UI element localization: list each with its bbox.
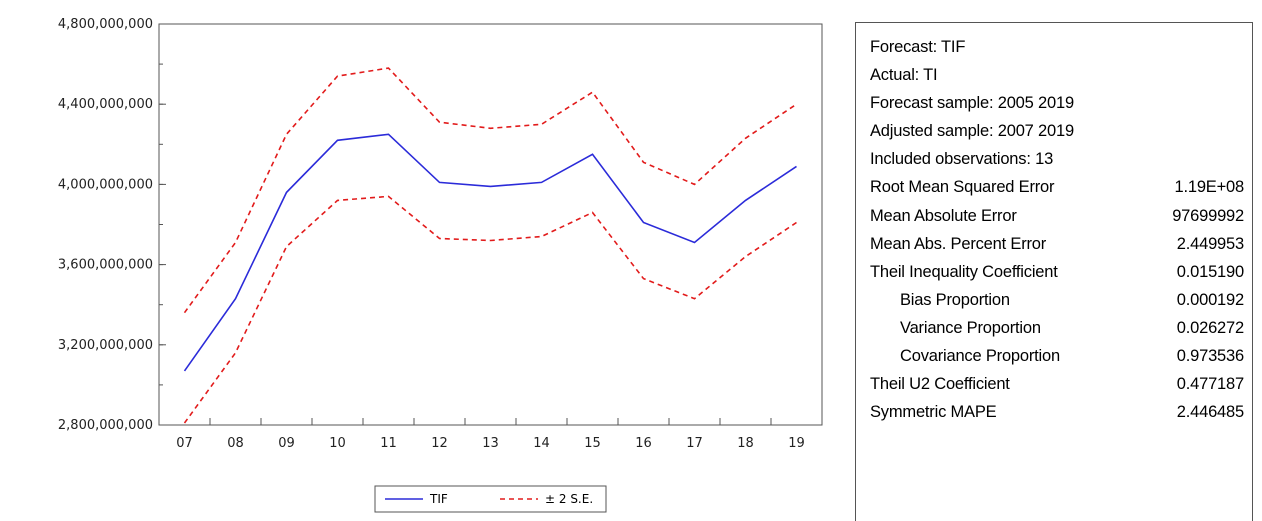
stat-row: Mean Absolute Error 97699992 xyxy=(870,202,1252,230)
x-tick-label: 18 xyxy=(737,436,754,451)
y-axis: 4,800,000,000 4,400,000,000 4,000,000,000 3… xyxy=(58,17,166,433)
stat-label: Adjusted sample: 2007 2019 xyxy=(870,122,1074,141)
plot-frame xyxy=(158,23,823,426)
x-tick-label: 12 xyxy=(431,436,448,451)
stat-label: Root Mean Squared Error xyxy=(870,178,1055,197)
stat-value: 2.446485 xyxy=(1176,403,1244,422)
forecast-statistics-panel: Forecast: TIF Actual: TI Forecast sample: … xyxy=(855,22,1253,521)
stat-value: 1.19E+08 xyxy=(1174,178,1244,197)
forecast-chart: 4,800,000,000 4,400,000,000 4,000,000,000 3… xyxy=(58,17,823,513)
stat-row: Forecast: TIF xyxy=(870,33,1252,61)
stat-value: 2.449953 xyxy=(1176,234,1244,253)
x-tick-label: 11 xyxy=(380,436,397,451)
stat-label: Mean Abs. Percent Error xyxy=(870,234,1047,253)
x-tick-label: 10 xyxy=(329,436,346,451)
stat-label: Symmetric MAPE xyxy=(870,403,997,422)
series-layer xyxy=(183,67,797,424)
stat-row: Adjusted sample: 2007 2019 xyxy=(870,117,1252,145)
stat-label: Mean Absolute Error xyxy=(870,206,1017,225)
x-tick-label: 13 xyxy=(482,436,499,451)
legend-label-1: ± 2 S.E. xyxy=(545,492,593,506)
x-tick-label: 07 xyxy=(176,436,193,451)
y-tick-label: 4,400,000,000 xyxy=(58,97,153,112)
y-tick-label: 3,600,000,000 xyxy=(58,258,153,273)
stat-label: Forecast sample: 2005 2019 xyxy=(870,94,1074,113)
stat-row: Bias Proportion 0.000192 xyxy=(870,286,1252,314)
x-tick-label: 08 xyxy=(227,436,244,451)
x-tick-label: 14 xyxy=(533,436,550,451)
series-line-1 xyxy=(183,67,797,314)
stat-label: Bias Proportion xyxy=(900,290,1010,309)
stat-label: Variance Proportion xyxy=(900,318,1041,337)
stat-value: 0.973536 xyxy=(1176,347,1244,366)
x-tick-label: 19 xyxy=(788,436,805,451)
stat-value: 0.015190 xyxy=(1176,262,1244,281)
x-tick-label: 17 xyxy=(686,436,703,451)
stat-row: Mean Abs. Percent Error 2.449953 xyxy=(870,230,1252,258)
stat-value: 0.477187 xyxy=(1176,375,1244,394)
stat-row: Covariance Proportion 0.973536 xyxy=(870,342,1252,370)
legend-label-0: TIF xyxy=(429,492,448,506)
stat-value: 0.026272 xyxy=(1176,318,1244,337)
legend: TIF ± 2 S.E. xyxy=(374,485,607,513)
stat-label: Included observations: 13 xyxy=(870,150,1054,169)
stat-value: 97699992 xyxy=(1172,206,1244,225)
series-line-2 xyxy=(183,195,797,424)
y-tick-label: 4,800,000,000 xyxy=(58,17,153,32)
stat-row: Symmetric MAPE 2.446485 xyxy=(870,398,1252,426)
stat-label: Actual: TI xyxy=(870,66,938,85)
stat-row: Actual: TI xyxy=(870,61,1252,89)
y-tick-label: 2,800,000,000 xyxy=(58,418,153,433)
stat-value: 0.000192 xyxy=(1176,290,1244,309)
x-tick-label: 09 xyxy=(278,436,295,451)
stat-row: Variance Proportion 0.026272 xyxy=(870,314,1252,342)
stat-label: Theil Inequality Coefficient xyxy=(870,262,1058,281)
stat-label: Theil U2 Coefficient xyxy=(870,375,1010,394)
x-tick-label: 15 xyxy=(584,436,601,451)
series-line-0 xyxy=(183,133,797,372)
stat-row: Theil Inequality Coefficient 0.015190 xyxy=(870,258,1252,286)
stat-row: Theil U2 Coefficient 0.477187 xyxy=(870,370,1252,398)
stat-label: Forecast: TIF xyxy=(870,38,966,56)
stat-label: Covariance Proportion xyxy=(900,347,1060,366)
stat-row: Forecast sample: 2005 2019 xyxy=(870,89,1252,117)
y-tick-label: 3,200,000,000 xyxy=(58,338,153,353)
y-tick-label: 4,000,000,000 xyxy=(58,177,153,192)
stat-row: Root Mean Squared Error 1.19E+08 xyxy=(870,173,1252,201)
x-axis: 07 08 09 10 11 12 13 14 15 16 17 18 19 xyxy=(158,418,823,451)
stat-row: Included observations: 13 xyxy=(870,145,1252,173)
x-tick-label: 16 xyxy=(635,436,652,451)
